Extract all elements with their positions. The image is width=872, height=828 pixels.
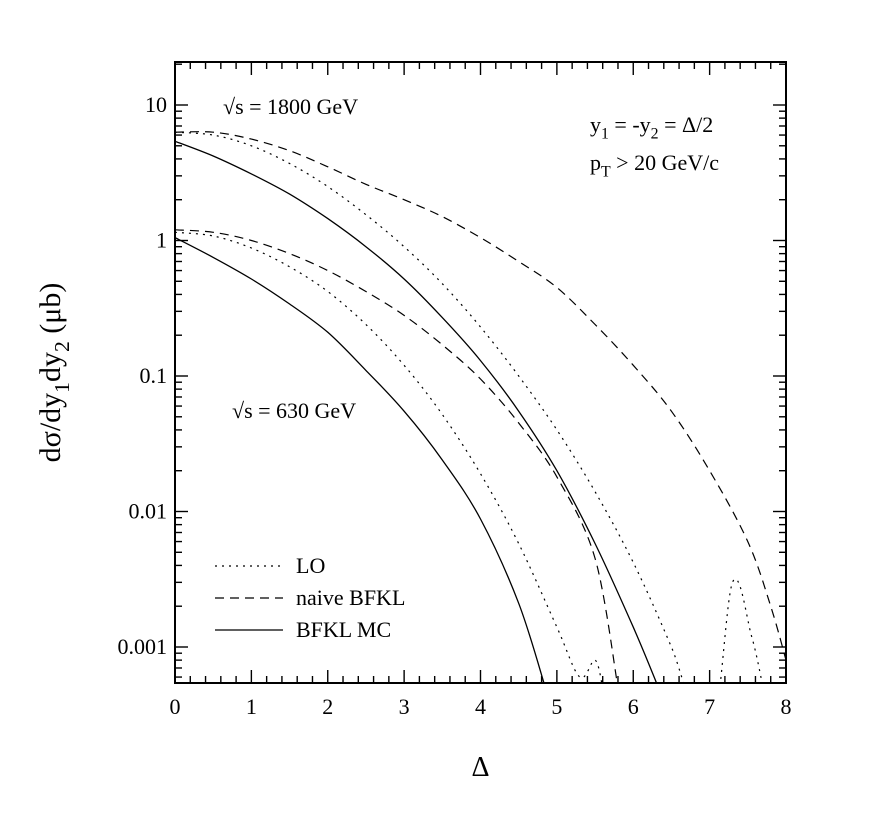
x-tick-label: 0: [170, 694, 181, 719]
annotation-rapidity-part-0: y: [590, 112, 601, 137]
legend-label-dotted: LO: [296, 553, 325, 578]
y-axis-label-part-0: dσ/dy: [34, 393, 67, 463]
x-tick-label: 4: [475, 694, 486, 719]
series-line-0: [175, 131, 763, 683]
x-tick-label: 3: [399, 694, 410, 719]
annotation-pt-cut-part-0: p: [590, 150, 601, 175]
y-tick-label: 0.1: [140, 363, 168, 388]
x-tick-label: 8: [781, 694, 792, 719]
x-tick-label: 2: [322, 694, 333, 719]
y-tick-label: 0.001: [118, 634, 168, 659]
x-tick-label: 6: [628, 694, 639, 719]
annotation-sqrt-s-630: √s = 630 GeV: [232, 398, 356, 423]
series-line-1: [175, 131, 786, 661]
annotation-rapidity-part-3: 2: [651, 126, 659, 143]
y-axis-label: dσ/dy1dy2 (μb): [34, 283, 74, 463]
annotation-rapidity: y1 = -y2 = Δ/2: [590, 112, 713, 143]
annotation-sqrt-s-1800: √s = 1800 GeV: [223, 94, 358, 119]
series-line-4: [175, 229, 618, 683]
annotation-rapidity-part-4: = Δ/2: [659, 112, 714, 137]
series-group: [175, 131, 786, 683]
series-line-3: [175, 231, 603, 683]
y-axis-label-part-2: dy: [34, 352, 67, 382]
annotation-rapidity-part-2: = -y: [609, 112, 651, 137]
annotation-rapidity-part-1: 1: [601, 126, 609, 143]
x-axis-label: Δ: [471, 752, 489, 783]
legend-label-solid: BFKL MC: [296, 617, 391, 642]
legend-label-dashed: naive BFKL: [296, 585, 405, 610]
y-tick-label: 10: [145, 92, 167, 117]
x-tick-label: 7: [704, 694, 715, 719]
legend: LO naive BFKL BFKL MC: [215, 553, 405, 642]
y-axis-label-part-3: 2: [50, 341, 74, 352]
series-line-2: [175, 140, 658, 683]
series-clip-group: [175, 131, 786, 683]
y-tick-label: 0.01: [129, 499, 168, 524]
series-line-5: [175, 237, 545, 683]
y-axis-label-part-1: 1: [50, 382, 74, 393]
annotation-pt-cut: pT > 20 GeV/c: [590, 150, 719, 181]
x-tick-label: 1: [246, 694, 257, 719]
annotation-pt-cut-part-2: > 20 GeV/c: [611, 150, 720, 175]
x-tick-label: 5: [551, 694, 562, 719]
y-tick-label: 1: [156, 228, 167, 253]
y-axis-label-part-4: (μb): [34, 283, 67, 342]
ticks-group: [174, 62, 787, 683]
annotation-pt-cut-part-1: T: [601, 164, 611, 181]
